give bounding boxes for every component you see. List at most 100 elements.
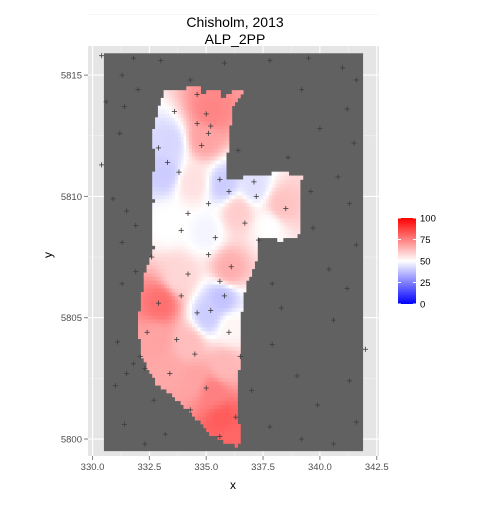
heat-cell bbox=[160, 191, 164, 196]
heat-cell bbox=[206, 90, 210, 95]
heat-cell bbox=[174, 249, 179, 254]
heat-cell bbox=[254, 175, 258, 180]
heat-cell bbox=[192, 357, 196, 363]
heat-cell bbox=[228, 439, 233, 444]
heat-cell bbox=[214, 105, 218, 110]
heat-cell bbox=[211, 245, 216, 250]
heat-cell bbox=[155, 334, 159, 339]
legend-break-label: 0 bbox=[420, 300, 425, 311]
heat-cell bbox=[217, 284, 221, 289]
heat-cell bbox=[220, 404, 224, 409]
heat-cell bbox=[152, 299, 156, 305]
heat-cell bbox=[194, 175, 199, 180]
heat-cell bbox=[166, 260, 170, 266]
heat-cell bbox=[152, 260, 156, 266]
heat-cell bbox=[197, 148, 201, 153]
heat-cell bbox=[211, 396, 216, 402]
heat-cell bbox=[180, 350, 184, 355]
heat-cell bbox=[172, 101, 176, 107]
heat-cell bbox=[183, 369, 187, 374]
heat-cell bbox=[186, 264, 190, 270]
heat-cell bbox=[169, 229, 173, 235]
heat-cell bbox=[172, 175, 176, 180]
heat-cell bbox=[189, 179, 193, 184]
point-marker bbox=[194, 121, 200, 127]
heat-cell bbox=[260, 222, 264, 227]
heat-cell bbox=[186, 245, 190, 250]
heat-cell bbox=[223, 319, 227, 324]
point-markers bbox=[99, 53, 368, 447]
heat-cell bbox=[223, 373, 227, 378]
heat-cell bbox=[172, 194, 176, 200]
heat-cell bbox=[169, 330, 173, 336]
heat-cell bbox=[231, 245, 236, 250]
heat-cell bbox=[274, 194, 278, 200]
heat-cell bbox=[177, 260, 182, 266]
heat-cell bbox=[203, 260, 207, 266]
heat-cell bbox=[234, 292, 238, 297]
heat-cell bbox=[152, 128, 156, 134]
heat-cell bbox=[223, 342, 227, 347]
heat-cell bbox=[243, 260, 247, 266]
heat-cell bbox=[166, 354, 170, 359]
heat-cell bbox=[268, 222, 272, 227]
heat-cell bbox=[172, 144, 176, 149]
heat-cell bbox=[206, 156, 210, 161]
heat-cell bbox=[157, 148, 162, 153]
heat-cell bbox=[243, 175, 247, 180]
heat-cell bbox=[166, 319, 170, 324]
heat-cell bbox=[248, 260, 253, 266]
heat-cell bbox=[174, 361, 179, 367]
point-marker bbox=[130, 361, 137, 367]
heat-cell bbox=[177, 194, 182, 200]
heat-cell bbox=[163, 128, 167, 134]
heat-cell bbox=[220, 233, 224, 239]
heat-cell bbox=[186, 128, 190, 134]
heat-cell bbox=[257, 206, 261, 211]
heat-cell bbox=[192, 226, 196, 231]
heat-cell bbox=[217, 420, 221, 425]
heat-cell bbox=[226, 338, 230, 343]
heat-cell bbox=[177, 128, 182, 134]
heat-cell bbox=[285, 214, 290, 219]
heat-cell bbox=[214, 369, 218, 374]
heat-cell bbox=[203, 326, 207, 332]
heat-cell bbox=[186, 389, 190, 394]
heat-cell bbox=[271, 191, 275, 196]
heat-cell bbox=[166, 198, 170, 204]
heat-cell bbox=[246, 179, 250, 184]
heat-cell bbox=[234, 319, 238, 324]
heat-cell bbox=[166, 330, 170, 336]
heat-cell bbox=[220, 319, 224, 324]
heat-cell bbox=[214, 90, 218, 95]
heat-cell bbox=[180, 361, 184, 367]
heat-cell bbox=[240, 218, 244, 223]
heat-cell bbox=[228, 354, 233, 359]
heat-cell bbox=[251, 260, 255, 266]
heat-cell bbox=[155, 342, 159, 347]
heat-cell bbox=[189, 260, 193, 266]
heat-cell bbox=[220, 288, 224, 293]
heat-cell bbox=[152, 202, 156, 207]
heat-cell bbox=[234, 198, 238, 204]
heat-cell bbox=[192, 245, 196, 250]
heat-cell bbox=[183, 272, 187, 277]
heat-cell bbox=[174, 315, 179, 320]
heat-cell bbox=[209, 94, 213, 99]
heat-cell bbox=[197, 179, 201, 184]
heat-cell bbox=[160, 354, 164, 359]
heat-cell bbox=[152, 233, 156, 239]
heat-cell bbox=[297, 214, 301, 219]
heat-cell bbox=[160, 226, 164, 231]
heat-cell bbox=[169, 303, 173, 308]
heat-cell bbox=[166, 148, 170, 153]
heat-cell bbox=[166, 338, 170, 343]
heat-cell bbox=[226, 284, 230, 289]
y-tick-label: 5815 bbox=[61, 71, 82, 82]
heat-cell bbox=[155, 299, 159, 305]
heat-cell bbox=[174, 373, 179, 378]
heat-cell bbox=[157, 346, 162, 351]
heat-cell bbox=[166, 280, 170, 285]
heat-cell bbox=[243, 187, 247, 192]
heat-cell bbox=[177, 354, 182, 359]
